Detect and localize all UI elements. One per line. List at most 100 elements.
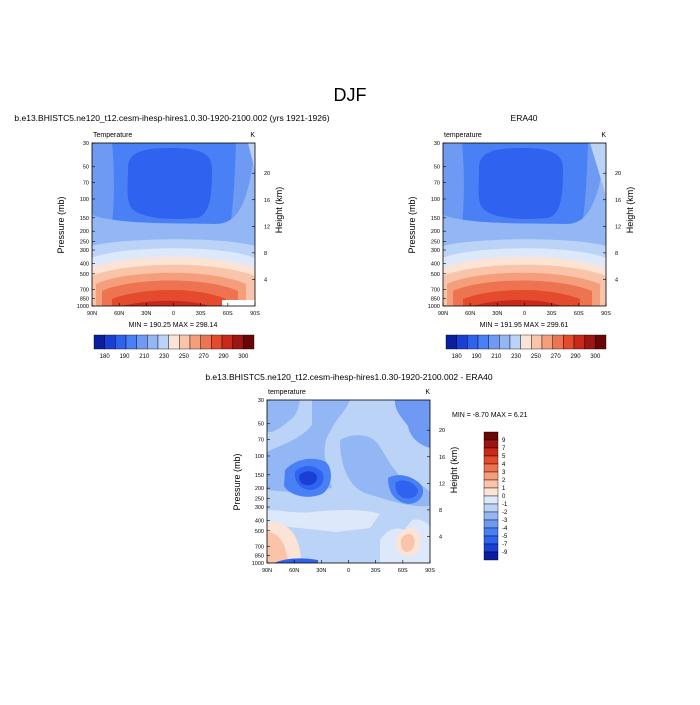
colorbar-swatch [483, 479, 499, 489]
y-right-tick-label: 8 [264, 251, 267, 257]
colorbar-label: 1 [502, 486, 506, 492]
colorbar-swatch [211, 334, 223, 350]
x-tick-label: 90S [425, 568, 435, 574]
colorbar-label: 180 [100, 354, 111, 360]
y-tick-label: 200 [80, 229, 89, 235]
colorbar-label: 4 [502, 462, 506, 468]
colorbar-swatch [483, 487, 499, 497]
colorbar-swatch [531, 334, 543, 350]
contour-fill [394, 400, 430, 448]
colorbar-swatch [467, 334, 479, 350]
contour-fill [590, 143, 606, 196]
colorbar: 180 190 210 230 250 270 290 300 [445, 334, 607, 360]
y-right-tick-label: 16 [615, 198, 621, 204]
y-right-tick-label: 8 [615, 251, 618, 257]
colorbar-label: 3 [502, 470, 506, 476]
y-tick-label: 850 [255, 553, 264, 559]
x-tick-label: 30N [316, 568, 326, 574]
panel-era40-plot [443, 143, 606, 306]
colorbar-swatch [483, 439, 499, 449]
y-right-tick-label: 12 [439, 481, 445, 487]
colorbar-swatch [445, 334, 457, 350]
contour-fill [267, 532, 288, 563]
x-tick-label: 60S [574, 311, 584, 317]
colorbar-swatch [456, 334, 468, 350]
colorbar-label: 7 [502, 446, 506, 452]
y-right-tick-label: 12 [615, 224, 621, 230]
panel-era40-run-title: ERA40 [511, 113, 538, 123]
colorbar-swatch [243, 334, 255, 350]
stats-label: MIN = -8.70 MAX = 6.21 [452, 412, 528, 419]
y-tick-label: 700 [431, 287, 440, 293]
y-axis-label: Pressure (mb) [232, 453, 242, 510]
y-tick-label: 50 [258, 422, 264, 428]
y-tick-label: 50 [434, 165, 440, 171]
colorbar-label: 9 [502, 438, 506, 444]
panel-difference-plot [267, 400, 430, 563]
y-right-tick-label: 8 [439, 508, 442, 514]
panel-era40-left-label: temperature [444, 132, 482, 139]
panel-difference-right-label: K [425, 389, 430, 396]
panel-model-run-title: b.e13.BHISTC5.ne120_t12.cesm-ihesp-hires… [14, 113, 329, 123]
y-tick-label: 1000 [252, 561, 264, 567]
y-tick-label: 250 [431, 240, 440, 246]
colorbar-swatch [200, 334, 212, 350]
colorbar-label: 5 [502, 454, 506, 460]
colorbar-swatch [483, 511, 499, 521]
y-tick-label: 1000 [428, 304, 440, 310]
colorbar-label: 190 [119, 354, 130, 360]
x-tick-label: 90S [601, 311, 611, 317]
panel-model-left-label: Temperature [93, 132, 132, 139]
y-axis-label-right: Height (km) [274, 187, 284, 234]
colorbar-swatch [483, 431, 499, 441]
colorbar-swatch [104, 334, 116, 350]
colorbar-label: -1 [502, 502, 508, 508]
x-tick-label: 0 [172, 311, 175, 317]
colorbar-swatch [483, 535, 499, 545]
y-tick-label: 500 [80, 272, 89, 278]
colorbar-swatch [221, 334, 233, 350]
colorbar-swatch [483, 551, 499, 561]
axis-y-left: 30 50 70 100 150 200 250 300 400 500 700 850 1000 [77, 141, 95, 310]
y-tick-label: 100 [255, 454, 264, 460]
colorbar-swatch [483, 503, 499, 513]
y-tick-label: 70 [434, 180, 440, 186]
colorbar-label: 2 [502, 478, 506, 484]
colorbar-swatch [483, 447, 499, 457]
colorbar-swatch [552, 334, 564, 350]
contour-fill [395, 480, 418, 499]
panel-model-right-label: K [250, 132, 255, 139]
y-tick-label: 30 [83, 141, 89, 147]
y-tick-label: 700 [80, 287, 89, 293]
x-tick-label: 30N [141, 311, 151, 317]
x-tick-label: 30S [371, 568, 381, 574]
colorbar-swatch [147, 334, 159, 350]
y-tick-label: 150 [431, 216, 440, 222]
stats-label: MIN = 190.25 MAX = 298.14 [129, 322, 218, 329]
colorbar-swatch [488, 334, 500, 350]
y-tick-label: 70 [83, 180, 89, 186]
y-tick-label: 400 [255, 518, 264, 524]
y-right-tick-label: 4 [615, 277, 618, 283]
colorbar-label: 270 [551, 354, 562, 360]
y-tick-label: 150 [80, 216, 89, 222]
colorbar-swatch [232, 334, 244, 350]
colorbar-label: 250 [531, 354, 542, 360]
panel-difference: b.e13.BHISTC5.ne120_t12.cesm-ihesp-hires… [205, 372, 527, 574]
colorbar-swatch [157, 334, 169, 350]
y-tick-label: 200 [431, 229, 440, 235]
y-tick-label: 500 [431, 272, 440, 278]
axis-x: 90N 60N 30N 0 30S 60S 90S [262, 560, 435, 574]
y-tick-label: 400 [80, 261, 89, 267]
colorbar-swatch [483, 543, 499, 553]
contour-fill [122, 300, 210, 306]
colorbar-label: -3 [502, 518, 508, 524]
axis-y-right: 20 16 12 8 4 [252, 171, 270, 283]
colorbar-swatch [93, 334, 105, 350]
colorbar-swatch [483, 519, 499, 529]
colorbar-swatch [179, 334, 191, 350]
y-axis-label: Pressure (mb) [407, 196, 417, 253]
colorbar-swatch [189, 334, 201, 350]
figure-title: DJF [334, 85, 367, 105]
axis-y-left: 30 50 70 100 150 200 250 300 400 500 700 850 1000 [252, 398, 270, 567]
